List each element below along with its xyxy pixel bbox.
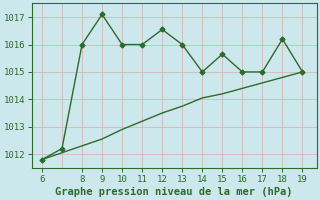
- X-axis label: Graphe pression niveau de la mer (hPa): Graphe pression niveau de la mer (hPa): [55, 186, 293, 197]
